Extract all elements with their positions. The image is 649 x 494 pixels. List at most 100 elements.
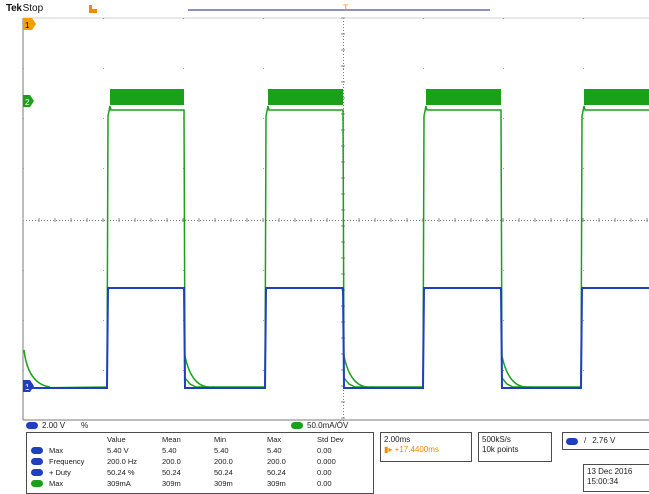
grid-dot [343,96,344,97]
grid-dot [80,220,81,221]
grid-dot [103,118,104,119]
measurement-row[interactable]: + Duty 50.24 % 50.24 50.24 50.24 0.00 [27,468,373,479]
measurement-max: 309m [267,479,286,488]
grid-dot [263,370,264,371]
grid-dot [356,220,357,221]
grid-dot [59,220,60,221]
grid-dot [92,220,93,221]
grid-dot [343,60,344,61]
timebase-readout[interactable]: 2.00ms ▮▸ +17.4400ms [380,432,472,462]
grid-dot [629,220,630,221]
grid-dot [554,220,555,221]
grid-dot [343,51,344,52]
grid-dot [23,320,24,321]
grid-dot [68,220,69,221]
record-view-bar[interactable] [188,9,490,11]
ch4-indicator-icon [31,480,43,487]
measurement-max: 5.40 [267,446,282,455]
grid-dot [548,220,549,221]
grid-dot [284,220,285,221]
grid-dot [389,220,390,221]
grid-dot [23,68,24,69]
measurement-table: Value Mean Min Max Std Dev Max 5.40 V 5.… [26,432,374,494]
grid-dot [395,220,396,221]
grid-dot [617,220,618,221]
grid-dot [423,18,424,19]
measurement-min: 200.0 [214,457,233,466]
grid-dot [146,220,147,221]
grid-dot [224,220,225,221]
ch1-readout[interactable]: 2.00 V % [26,420,88,431]
rising-edge-icon: / [584,436,587,445]
measurement-row[interactable]: Max 309mA 309m 309m 309m 0.00 [27,479,373,490]
ch1-scale: 2.00 V [42,421,66,430]
grid-dot [343,396,344,397]
grid-dot [593,220,594,221]
timebase-delay: +17.4400ms [394,445,439,454]
grid-dot [248,220,249,221]
grid-dot [212,220,213,221]
grid-dot [128,220,129,221]
timebase-scale: 2.00ms [384,435,411,444]
grid-dot [626,220,627,221]
grid-dot [98,220,99,221]
grid-dot [377,220,378,221]
grid-dot [89,220,90,221]
grid-dot [176,220,177,221]
measurement-header: Value Mean Min Max Std Dev [27,435,373,446]
grid-dot [350,220,351,221]
grid-dot [343,393,344,394]
grid-dot [299,220,300,221]
grid-dot [461,220,462,221]
trigger-position-marker-icon [89,5,97,13]
ch4-readout[interactable]: 50.0mA/ÓV [291,420,348,431]
grid-dot [23,168,24,169]
grid-dot [383,220,384,221]
column-mean: Mean [162,435,181,444]
grid-dot [272,220,273,221]
grid-dot [62,220,63,221]
grid-dot [596,220,597,221]
sample-rate: 500kS/s [482,435,511,444]
grid-dot [503,270,504,271]
ch1-coupling: % [81,421,89,430]
ch4-indicator-icon [291,422,303,429]
grid-dot [590,220,591,221]
grid-dot [545,220,546,221]
measurement-mean: 50.24 [162,468,181,477]
grid-dot [343,411,344,412]
grid-dot [620,220,621,221]
measurement-row[interactable]: Max 5.40 V 5.40 5.40 5.40 0.00 [27,446,373,457]
grid-dot [353,220,354,221]
measurement-row[interactable]: Frequency 200.0 Hz 200.0 200.0 200.0 0.0… [27,457,373,468]
grid-dot [503,320,504,321]
grid-dot [236,220,237,221]
grid-dot [125,220,126,221]
grid-dot [392,220,393,221]
grid-dot [515,220,516,221]
grid-dot [260,220,261,221]
grid-dot [152,220,153,221]
acquisition-state: Stop [22,3,44,14]
trigger-readout[interactable]: / 2.76 V [562,432,649,450]
grid-dot [449,220,450,221]
grid-dot [23,220,24,221]
ch2-trace-line [23,287,649,389]
grid-dot [209,220,210,221]
grid-dot [431,220,432,221]
grid-dot [343,30,344,31]
grid-dot [503,68,504,69]
acquisition-readout[interactable]: 500kS/s 10k points [478,432,552,462]
grid-dot [103,370,104,371]
grid-dot [362,220,363,221]
measurement-max: 200.0 [267,457,286,466]
grid-dot [485,220,486,221]
grid-dot [343,405,344,406]
grid-dot [314,220,315,221]
grid-dot [343,18,344,19]
grid-dot [446,220,447,221]
grid-dot [263,320,264,321]
grid-dot [503,168,504,169]
grid-dot [254,220,255,221]
grid-dot [479,220,480,221]
